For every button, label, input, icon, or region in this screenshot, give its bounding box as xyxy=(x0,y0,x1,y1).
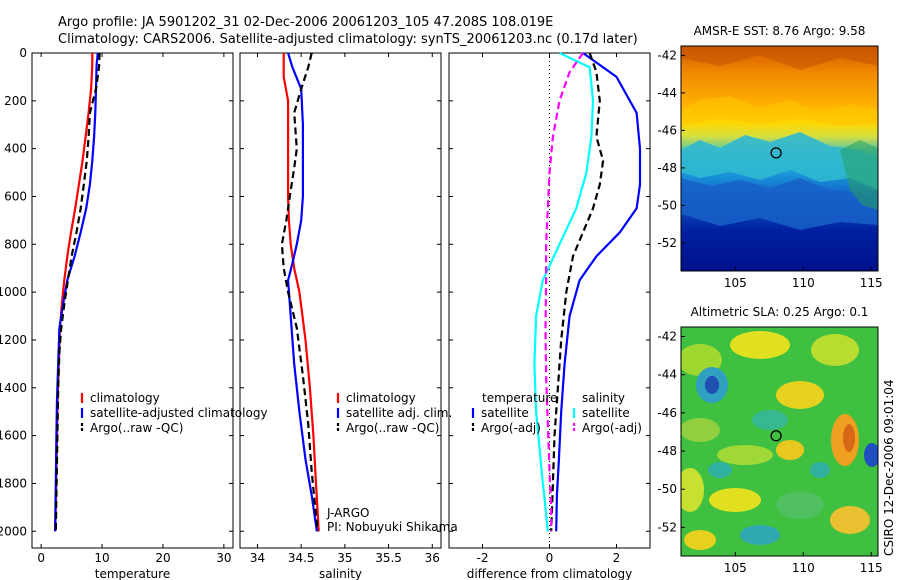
legend-group-salinity: salinity xyxy=(582,391,625,405)
y-tick-label: 600 xyxy=(4,189,27,203)
y-tick-label: -42 xyxy=(657,330,677,344)
y-tick-label: 1600 xyxy=(0,429,27,443)
y-tick-label: -50 xyxy=(657,482,677,496)
y-tick-label: 1000 xyxy=(0,285,27,299)
y-tick-label: 400 xyxy=(4,142,27,156)
legend-label: Argo(..raw -QC) xyxy=(90,421,183,435)
x-tick-label: 20 xyxy=(155,551,170,565)
y-tick-label: 1400 xyxy=(0,381,27,395)
legend-label: Argo(-adj) xyxy=(582,421,642,435)
series-line-climatology xyxy=(54,53,94,532)
y-tick-label: -48 xyxy=(657,444,677,458)
x-tick-label: 105 xyxy=(724,561,747,575)
y-tick-label: 1800 xyxy=(0,476,27,490)
x-tick-label: 115 xyxy=(860,276,883,290)
y-tick-label: -46 xyxy=(657,123,677,137)
header-line-2: Climatology: CARS2006. Satellite-adjuste… xyxy=(58,32,638,47)
legend-label: satellite-adjusted climatology xyxy=(90,406,268,420)
x-tick-label: 35 xyxy=(337,551,352,565)
x-tick-label: 105 xyxy=(724,276,747,290)
y-tick-label: 200 xyxy=(4,94,27,108)
series-line-satellite-adjusted-climatology xyxy=(54,52,99,532)
series-line-satellite xyxy=(555,52,642,532)
x-tick-label: 110 xyxy=(792,561,815,575)
x-tick-label: 30 xyxy=(216,551,231,565)
plot-frame xyxy=(239,52,442,549)
x-tick-label: 0 xyxy=(546,551,554,565)
map-title: Altimetric SLA: 0.25 Argo: 0.1 xyxy=(691,305,869,319)
x-axis-label: salinity xyxy=(319,567,362,580)
x-tick-label: 2 xyxy=(613,551,621,565)
y-tick-label: 1200 xyxy=(0,333,27,347)
x-tick-label: 115 xyxy=(860,561,883,575)
annotation-program: J-ARGO xyxy=(326,506,369,520)
x-tick-label: 34.5 xyxy=(288,551,315,565)
y-tick-label: -48 xyxy=(657,161,677,175)
y-tick-label: -46 xyxy=(657,406,677,420)
sst-field xyxy=(681,46,878,271)
sst-map-panel: AMSR-E SST: 8.76 Argo: 9.58 105 110 115 -42 -… xyxy=(657,24,882,290)
legend-group-temperature: temperature xyxy=(482,391,557,405)
x-axis-label: difference from climatology xyxy=(467,567,633,580)
y-tick-label: -50 xyxy=(657,198,677,212)
y-tick-label: -44 xyxy=(657,368,677,382)
credit-stamp: CSIRO 12-Dec-2006 09:01:04 xyxy=(882,379,896,556)
sla-map-panel: Altimetric SLA: 0.25 Argo: 0.1 105 110 115 -… xyxy=(657,305,882,575)
temperature-profile-panel: 0 10 20 30 0 200 400 600 800 1000 1200 1400 1600 1800… xyxy=(0,46,268,580)
series-line-satellite-adj-clim- xyxy=(286,52,318,532)
x-tick-label: 36 xyxy=(425,551,440,565)
sla-field xyxy=(681,327,878,556)
legend-label: climatology xyxy=(346,391,416,405)
x-tick-label: 110 xyxy=(792,276,815,290)
legend-label: satellite xyxy=(481,406,529,420)
salinity-profile-panel: 34 34.5 35 35.5 36 salinity climatologysatelli… xyxy=(239,52,458,580)
legend-label: satellite xyxy=(582,406,630,420)
y-tick-label: -42 xyxy=(657,48,677,62)
legend-label: Argo(-adj) xyxy=(481,421,541,435)
x-axis-label: temperature xyxy=(95,567,170,580)
y-tick-label: -52 xyxy=(657,520,677,534)
difference-profile-panel: -2 0 2 difference from climatology temperatu… xyxy=(448,52,651,580)
x-tick-label: 35.5 xyxy=(375,551,402,565)
x-tick-label: 10 xyxy=(94,551,109,565)
y-tick-label: -44 xyxy=(657,86,677,100)
x-tick-label: 34 xyxy=(250,551,265,565)
y-tick-label: -52 xyxy=(657,236,677,250)
annotation-pi: PI: Nobuyuki Shikama xyxy=(327,520,458,534)
header-line-1: Argo profile: JA 5901202_31 02-Dec-2006 … xyxy=(58,15,553,30)
series-line-argo-adj- xyxy=(544,52,584,532)
plot-frame xyxy=(31,52,234,549)
y-tick-label: 2000 xyxy=(0,524,27,538)
argo-float-marker xyxy=(770,430,782,442)
map-title: AMSR-E SST: 8.76 Argo: 9.58 xyxy=(694,24,866,38)
argo-float-marker xyxy=(770,147,782,159)
y-tick-label: 800 xyxy=(4,237,27,251)
y-tick-label: 0 xyxy=(19,46,27,60)
series-line-argo-raw-qc- xyxy=(54,52,101,532)
legend-label: Argo(..raw -QC) xyxy=(346,421,439,435)
series-line-satellite xyxy=(533,52,595,532)
legend-label: satellite adj. clim. xyxy=(346,406,452,420)
legend-label: climatology xyxy=(90,391,160,405)
series-line-argo-adj- xyxy=(550,52,605,532)
x-tick-label: -2 xyxy=(477,551,489,565)
series-line-climatology xyxy=(282,53,320,532)
x-tick-label: 0 xyxy=(37,551,45,565)
